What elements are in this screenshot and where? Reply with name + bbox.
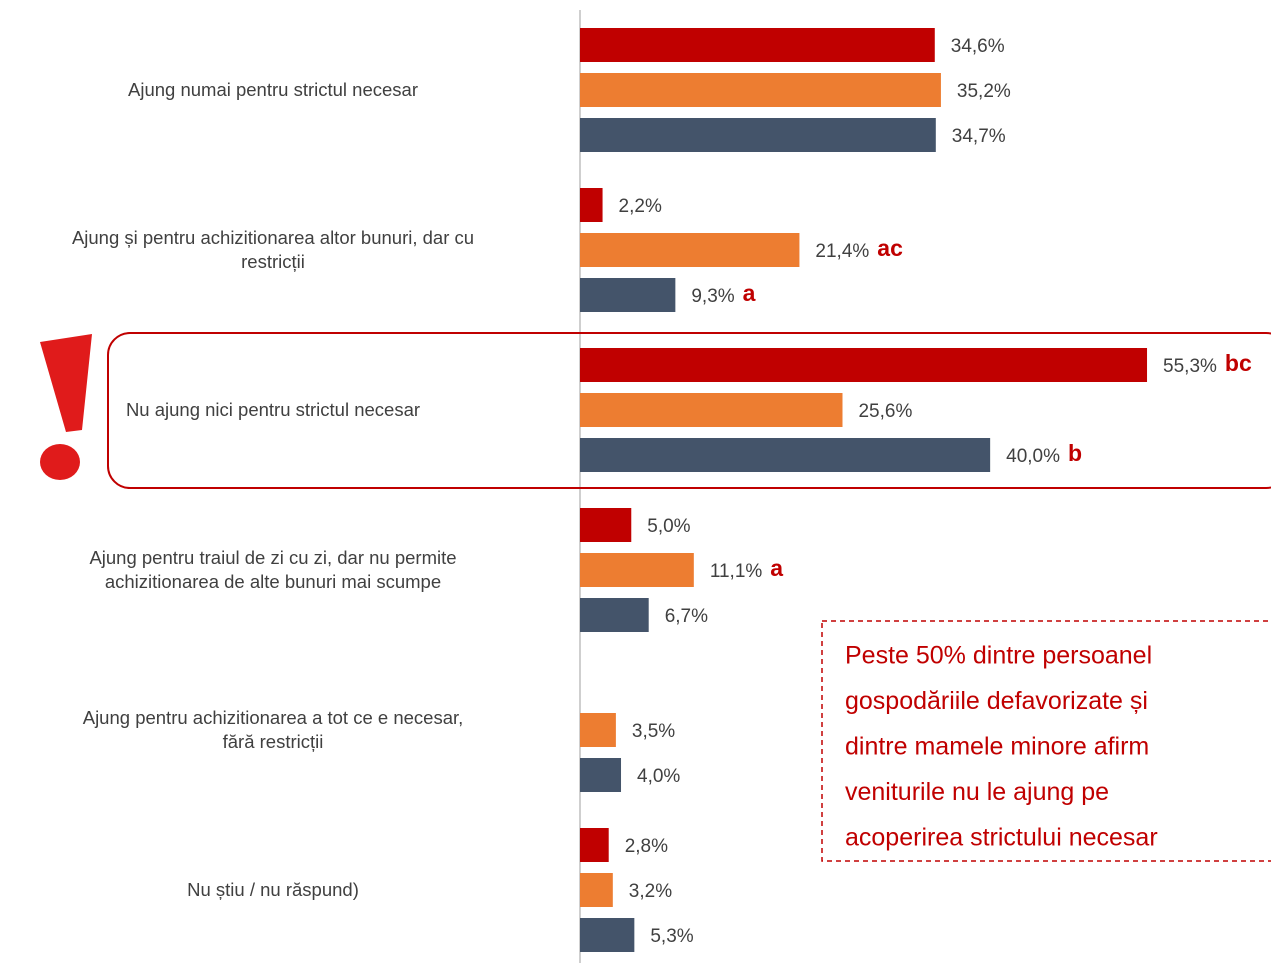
category-label: Ajung și pentru achizitionarea altor bun…: [0, 226, 553, 274]
bar: [580, 598, 649, 632]
bar: [580, 28, 935, 62]
value-label: 34,7%: [952, 126, 1006, 147]
value-label: 25,6%: [858, 401, 912, 422]
value-label: 3,2%: [629, 881, 672, 902]
value-label: 21,4%: [815, 241, 869, 262]
category-label: Ajung pentru traiul de zi cu zi, dar nu …: [0, 546, 553, 594]
category-label: Nu ajung nici pentru strictul necesar: [0, 398, 553, 422]
bar: [580, 188, 603, 222]
callout-text: Peste 50% dintre persoanel: [845, 642, 1152, 670]
bar: [580, 918, 634, 952]
callout-text: veniturile nu le ajung pe: [845, 778, 1109, 806]
bar: [580, 873, 613, 907]
significance-note: a: [743, 280, 756, 306]
value-label: 55,3%: [1163, 356, 1217, 377]
callout-text: acoperirea strictului necesar: [845, 824, 1158, 852]
significance-note: ac: [877, 235, 903, 261]
bar: [580, 73, 941, 107]
bar: [580, 828, 609, 862]
category-text: Nu știu / nu răspund): [187, 878, 359, 902]
bar: [580, 713, 616, 747]
category-label: Ajung pentru achizitionarea a tot ce e n…: [0, 706, 553, 754]
bar: [580, 118, 936, 152]
value-label: 5,3%: [650, 926, 693, 947]
chart: 34,6% 35,2% 34,7% 2,2% 21,4% ac 9,3% a 55,3% bc 25…: [0, 0, 1271, 963]
bar: [580, 233, 799, 267]
bar: [580, 508, 631, 542]
callout-text: dintre mamele minore afirm: [845, 733, 1149, 761]
value-label: 34,6%: [951, 36, 1005, 57]
category-text: Ajung pentru achizitionarea a tot ce e n…: [83, 706, 464, 754]
significance-note: a: [770, 555, 783, 581]
value-label: 5,0%: [647, 516, 690, 537]
bar: [580, 758, 621, 792]
value-label: 35,2%: [957, 81, 1011, 102]
value-label: 6,7%: [665, 606, 708, 627]
value-label: 3,5%: [632, 721, 675, 742]
bar: [580, 553, 694, 587]
category-text: Ajung numai pentru strictul necesar: [128, 78, 418, 102]
significance-note: bc: [1225, 350, 1252, 376]
category-text: Ajung și pentru achizitionarea altor bun…: [72, 226, 474, 274]
category-text: Ajung pentru traiul de zi cu zi, dar nu …: [89, 546, 456, 594]
bar: [580, 278, 675, 312]
category-label: Ajung numai pentru strictul necesar: [0, 78, 553, 102]
value-label: 40,0%: [1006, 446, 1060, 467]
page: 34,6% 35,2% 34,7% 2,2% 21,4% ac 9,3% a 55,3% bc 25…: [0, 0, 1271, 963]
bar: [580, 348, 1147, 382]
bar: [580, 393, 842, 427]
callout-text: gospodăriile defavorizate și: [845, 687, 1148, 715]
value-label: 9,3%: [691, 286, 734, 307]
value-label: 4,0%: [637, 766, 680, 787]
category-label: Nu știu / nu răspund): [0, 878, 553, 902]
bar: [580, 438, 990, 472]
value-label: 11,1%: [710, 561, 763, 582]
value-label: 2,8%: [625, 836, 668, 857]
category-text: Nu ajung nici pentru strictul necesar: [126, 398, 420, 422]
significance-note: b: [1068, 440, 1082, 466]
value-label: 2,2%: [619, 196, 662, 217]
